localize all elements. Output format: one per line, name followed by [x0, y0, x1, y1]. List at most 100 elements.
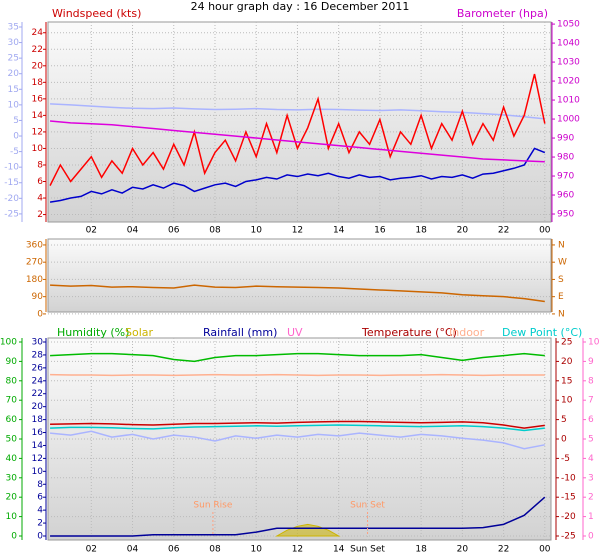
x-tick-label: 20 — [457, 226, 469, 236]
y-tick-label: 1010 — [557, 96, 580, 106]
legend-label: Dew Point (°C) — [502, 326, 582, 339]
y-tick-label: 15 — [561, 376, 572, 386]
y-tick-label: 7 — [588, 396, 594, 406]
x-tick-label: 18 — [415, 226, 427, 236]
y-tick-label: 50 — [6, 435, 18, 445]
y-tick-label: -5 — [10, 147, 19, 157]
x-tick-label: 22 — [498, 226, 509, 236]
y-tick-label: 20 — [561, 357, 573, 367]
y-tick-label: 6 — [588, 415, 594, 425]
y-tick-label: 10 — [561, 396, 573, 406]
y-tick-label: 1050 — [557, 20, 580, 30]
x-tick-label: 14 — [333, 226, 345, 236]
chart-title: 24 hour graph day : 16 December 2011 — [191, 0, 410, 13]
y-tick-label: 60 — [6, 415, 18, 425]
y-tick-label: 14 — [32, 111, 44, 121]
y-tick-label: 26 — [32, 363, 44, 373]
y-tick-label: 0 — [13, 132, 19, 142]
y-tick-label: 14 — [32, 441, 44, 451]
y-tick-label: W — [558, 258, 567, 268]
y-tick-label: 0 — [588, 532, 594, 542]
series-line — [50, 373, 545, 377]
y-tick-label: 4 — [588, 454, 594, 464]
series-line — [50, 496, 546, 537]
series-line — [50, 420, 545, 429]
y-tick-label: 1020 — [557, 77, 580, 87]
series-area — [274, 523, 341, 537]
y-tick-label: 25 — [561, 338, 572, 348]
x-tick-label: 10 — [250, 545, 262, 555]
y-tick-label: 10 — [8, 100, 20, 110]
y-tick-label: 20 — [32, 402, 44, 412]
series-line — [49, 430, 545, 450]
y-tick-label: 1030 — [557, 58, 580, 68]
y-tick-label: 10 — [32, 467, 44, 477]
y-tick-label: 0 — [37, 309, 43, 319]
annotation: Sun Set — [350, 501, 385, 511]
x-tick-label: Sun Set — [350, 545, 385, 555]
x-tick-label: 04 — [127, 226, 139, 236]
x-tick-label: 18 — [415, 545, 427, 555]
legend-label: Solar — [125, 326, 154, 339]
series-line — [49, 120, 545, 163]
legend-label: Indoor — [449, 326, 485, 339]
y-tick-label: 5 — [13, 116, 19, 126]
y-tick-label: 6 — [37, 177, 43, 187]
axis-title: Barometer (hpa) — [457, 7, 548, 20]
plot-area — [47, 238, 552, 313]
y-tick-label: 16 — [32, 428, 44, 438]
y-tick-label: 0 — [37, 532, 43, 542]
x-tick-label: 02 — [86, 545, 97, 555]
y-tick-label: 24 — [32, 376, 44, 386]
plot-area — [47, 21, 552, 223]
y-tick-label: 70 — [6, 396, 18, 406]
y-tick-label: 2 — [588, 493, 594, 503]
y-tick-label: -10 — [4, 163, 19, 173]
y-tick-label: -25 — [4, 209, 19, 219]
y-tick-label: 20 — [6, 493, 18, 503]
y-tick-label: 16 — [32, 94, 44, 104]
y-tick-label: -10 — [561, 473, 576, 483]
y-tick-label: 2 — [37, 210, 43, 220]
x-tick-label: 06 — [168, 226, 180, 236]
y-tick-label: 8 — [37, 480, 43, 490]
x-tick-label: 04 — [127, 545, 139, 555]
y-tick-label: 30 — [6, 473, 18, 483]
y-tick-label: 270 — [26, 258, 43, 268]
y-tick-label: 40 — [6, 454, 18, 464]
y-tick-label: 10 — [32, 144, 44, 154]
y-tick-label: 6 — [37, 493, 43, 503]
y-tick-label: 1000 — [557, 115, 580, 125]
y-tick-label: 20 — [8, 69, 20, 79]
series-line — [50, 424, 545, 432]
y-tick-label: 12 — [32, 127, 43, 137]
y-tick-label: N — [558, 309, 565, 319]
y-tick-label: 980 — [557, 153, 574, 163]
y-tick-label: S — [558, 275, 564, 285]
x-tick-label: 20 — [457, 545, 469, 555]
y-tick-label: 24 — [32, 28, 44, 38]
x-tick-label: 06 — [168, 545, 180, 555]
x-tick-label: 14 — [333, 545, 345, 555]
y-tick-label: -25 — [561, 532, 576, 542]
axis-title: UV — [287, 326, 303, 339]
y-tick-label: 180 — [26, 275, 43, 285]
y-tick-label: 80 — [6, 376, 18, 386]
y-tick-label: 22 — [32, 45, 43, 55]
y-tick-label: 18 — [32, 78, 44, 88]
y-tick-label: E — [558, 292, 564, 302]
y-tick-label: 15 — [8, 85, 19, 95]
y-tick-label: 90 — [32, 292, 44, 302]
y-tick-label: 10 — [6, 512, 18, 522]
y-tick-label: -20 — [561, 512, 576, 522]
y-tick-label: 1 — [588, 512, 594, 522]
y-tick-label: 22 — [32, 389, 43, 399]
y-tick-label: 8 — [37, 160, 43, 170]
x-tick-label: 12 — [292, 226, 303, 236]
y-tick-label: 960 — [557, 191, 574, 201]
x-tick-label: 08 — [209, 545, 221, 555]
y-tick-label: 28 — [32, 350, 44, 360]
y-tick-label: 360 — [26, 240, 43, 250]
y-tick-label: 30 — [32, 338, 44, 348]
